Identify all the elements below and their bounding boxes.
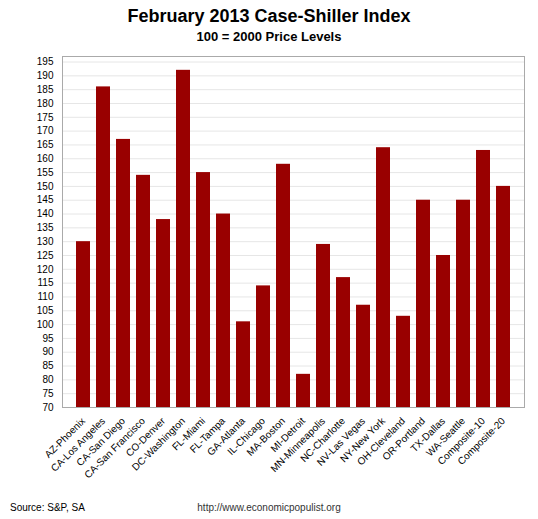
svg-text:160: 160 bbox=[37, 153, 54, 164]
svg-text:MN-Minneapolis: MN-Minneapolis bbox=[268, 415, 328, 475]
svg-text:CO-Denver: CO-Denver bbox=[123, 415, 168, 459]
svg-text:185: 185 bbox=[37, 84, 54, 95]
svg-text:CA-San Francisco: CA-San Francisco bbox=[82, 415, 148, 481]
svg-text:WA-Seattle: WA-Seattle bbox=[423, 415, 468, 459]
svg-text:195: 195 bbox=[37, 56, 54, 67]
svg-text:165: 165 bbox=[37, 139, 54, 150]
svg-text:125: 125 bbox=[37, 250, 54, 261]
svg-text:AZ-Phoenix: AZ-Phoenix bbox=[42, 415, 88, 460]
svg-text:75: 75 bbox=[42, 388, 54, 399]
svg-text:IL-Chicago: IL-Chicago bbox=[225, 415, 268, 458]
svg-text:MI-Detroit: MI-Detroit bbox=[268, 415, 308, 455]
svg-text:90: 90 bbox=[42, 346, 54, 357]
svg-text:100: 100 bbox=[37, 319, 54, 330]
svg-text:CA-San Diego: CA-San Diego bbox=[74, 415, 128, 469]
svg-text:TX-Dallas: TX-Dallas bbox=[408, 415, 448, 455]
svg-text:150: 150 bbox=[37, 181, 54, 192]
svg-text:190: 190 bbox=[37, 70, 54, 81]
svg-text:DC-Washington: DC-Washington bbox=[129, 415, 188, 473]
svg-text:110: 110 bbox=[38, 291, 54, 302]
svg-text:80: 80 bbox=[42, 374, 54, 385]
svg-text:85: 85 bbox=[42, 360, 54, 371]
svg-text:115: 115 bbox=[38, 277, 54, 288]
html-text:Source: S&P, SA: Source: S&P, SA bbox=[10, 502, 85, 513]
svg-text:70: 70 bbox=[42, 402, 54, 413]
svg-text:180: 180 bbox=[37, 98, 54, 109]
svg-text:NC-Charlotte: NC-Charlotte bbox=[298, 415, 348, 465]
svg-text:120: 120 bbox=[37, 264, 54, 275]
svg-text:OH-Cleveland: OH-Cleveland bbox=[355, 415, 408, 468]
svg-text:95: 95 bbox=[42, 333, 54, 344]
svg-text:Composite-20: Composite-20 bbox=[455, 415, 507, 467]
svg-text:FL-Miami: FL-Miami bbox=[169, 415, 208, 453]
html-text:100 = 2000 Price Levels: 100 = 2000 Price Levels bbox=[196, 29, 342, 44]
svg-text:140: 140 bbox=[37, 208, 54, 219]
svg-text:105: 105 bbox=[37, 305, 54, 316]
svg-text:NY-New York: NY-New York bbox=[338, 415, 388, 465]
svg-text:NV-Las Vegas: NV-Las Vegas bbox=[314, 415, 368, 468]
svg-text:155: 155 bbox=[37, 167, 54, 178]
svg-text:175: 175 bbox=[37, 112, 54, 123]
svg-text:Composite-10: Composite-10 bbox=[435, 415, 488, 467]
svg-text:CA-Los Angeles: CA-Los Angeles bbox=[48, 415, 108, 474]
svg-text:FL-Tampa: FL-Tampa bbox=[187, 415, 228, 455]
svg-text:170: 170 bbox=[37, 125, 54, 136]
svg-text:MA-Boston: MA-Boston bbox=[244, 415, 288, 458]
svg-text:130: 130 bbox=[37, 236, 54, 247]
svg-text:OR-Portland: OR-Portland bbox=[380, 415, 428, 463]
svg-text:GA-Atlanta: GA-Atlanta bbox=[204, 415, 248, 458]
svg-text:145: 145 bbox=[37, 194, 54, 205]
html-text:February 2013 Case-Shiller Ind: February 2013 Case-Shiller Index bbox=[127, 6, 411, 26]
svg-text:135: 135 bbox=[37, 222, 54, 233]
html-text:http://www.economicpopulist.or: http://www.economicpopulist.org bbox=[197, 502, 341, 513]
